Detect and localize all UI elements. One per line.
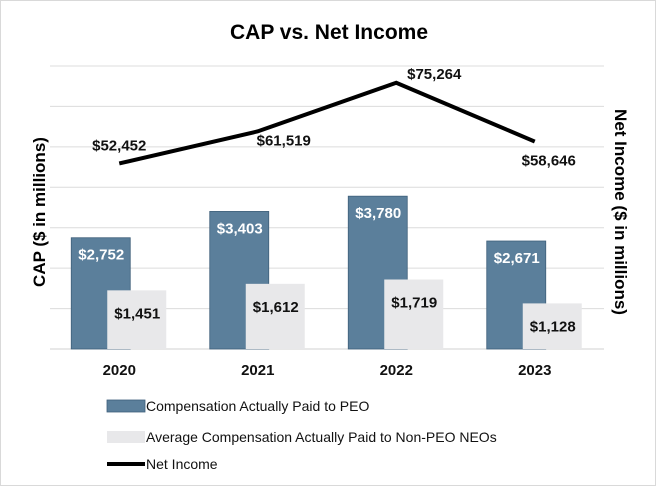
line-label-net-income: $61,519 — [257, 132, 311, 149]
legend-swatch-peo — [106, 399, 146, 413]
legend-label: Compensation Actually Paid to PEO — [146, 398, 369, 414]
bar-label-neo: $1,451 — [114, 305, 160, 322]
x-tick-label: 2022 — [380, 362, 413, 379]
bar-label-peo: $2,671 — [494, 250, 540, 267]
x-tick-label: 2021 — [241, 362, 274, 379]
bar-neo — [522, 303, 582, 349]
legend-swatch-neo — [107, 431, 145, 443]
line-label-net-income: $75,264 — [407, 66, 462, 83]
bar-neo — [384, 279, 444, 349]
y-axis-label: CAP ($ in millions) — [30, 137, 49, 287]
bar-label-peo: $3,780 — [355, 205, 401, 222]
legend-label: Net Income — [146, 456, 218, 472]
bar-label-neo: $1,719 — [391, 295, 437, 312]
bar-label-neo: $1,612 — [253, 299, 299, 316]
line-label-net-income: $52,452 — [92, 137, 146, 154]
net-income-line — [118, 80, 536, 166]
x-tick-label: 2020 — [103, 362, 136, 379]
line-label-net-income: $58,646 — [522, 153, 576, 170]
bar-neo — [107, 290, 167, 349]
y2-axis-label: Net Income ($ in millions) — [611, 109, 630, 315]
bar-label-peo: $2,752 — [78, 247, 124, 264]
bar-label-peo: $3,403 — [217, 220, 263, 237]
chart-title: CAP vs. Net Income — [230, 21, 428, 44]
x-tick-label: 2023 — [518, 362, 551, 379]
bar-label-neo: $1,128 — [530, 318, 576, 335]
bar-neo — [245, 283, 305, 349]
legend-label: Average Compensation Actually Paid to No… — [146, 429, 497, 445]
